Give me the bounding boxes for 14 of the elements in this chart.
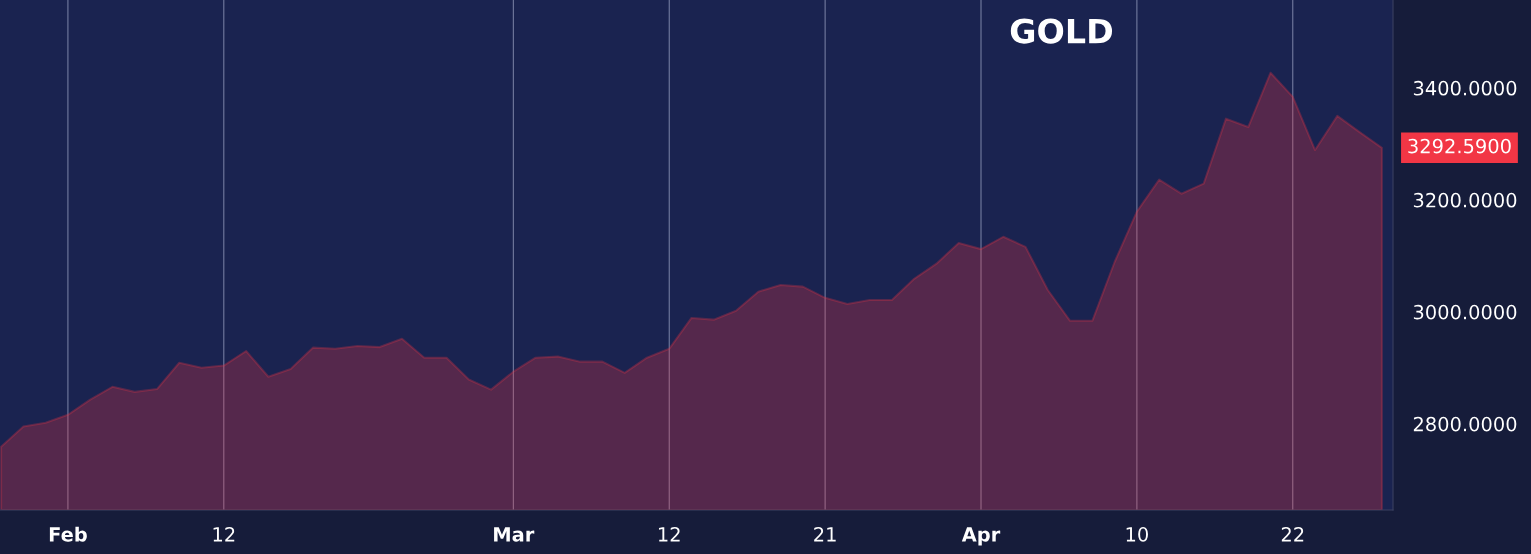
x-tick-label: 21: [814, 527, 836, 542]
y-tick-label: 3400.0000: [1413, 80, 1517, 96]
x-tick-label: Mar: [494, 527, 535, 542]
x-tick-label: 12: [213, 527, 235, 542]
x-tick-label: Feb: [49, 526, 87, 542]
text: 3292.5900: [1408, 138, 1511, 154]
y-tick-label: 3200.0000: [1413, 192, 1517, 208]
y-tick-label: 3000.0000: [1413, 304, 1517, 320]
x-tick-label: 22: [1281, 527, 1304, 542]
x-tick-label: 12: [658, 527, 680, 542]
y-tick-label: 2800.0000: [1413, 416, 1517, 432]
x-tick-label: 10: [1126, 527, 1148, 542]
x-tick-label: Apr: [961, 527, 1001, 546]
chart-title: GOLD: [1010, 18, 1113, 44]
